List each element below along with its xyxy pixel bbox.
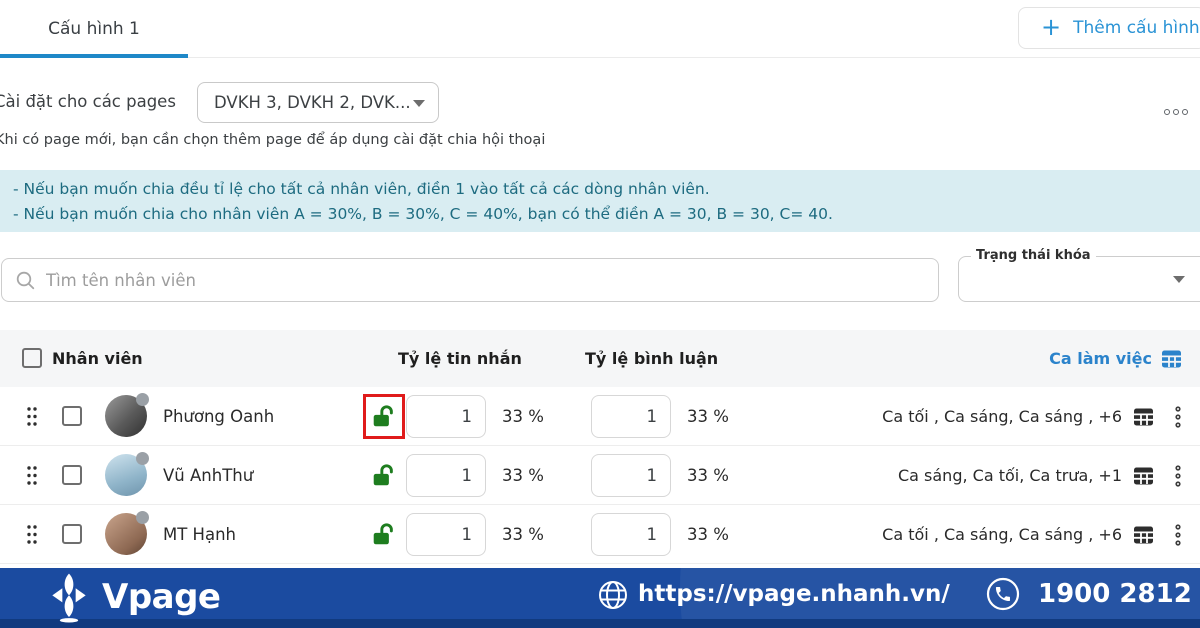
row-menu-icon[interactable] — [1174, 405, 1182, 429]
message-rate-percent: 33 % — [502, 466, 544, 485]
drag-handle-icon[interactable] — [25, 524, 39, 545]
header-message-rate: Tỷ lệ tin nhắn — [398, 349, 522, 368]
add-config-button[interactable]: + Thêm cấu hình — [1018, 7, 1200, 49]
shift-table-icon[interactable] — [1161, 349, 1182, 369]
shift-list: Ca sáng, Ca tối, Ca trưa, +1 — [897, 466, 1122, 485]
globe-icon — [599, 581, 627, 609]
row-menu-icon[interactable] — [1174, 464, 1182, 488]
footer-phone-number: 1900 2812 — [1038, 579, 1192, 609]
drag-handle-icon[interactable] — [25, 406, 39, 427]
table-header: Nhân viên Tỷ lệ tin nhắn Tỷ lệ bình luận… — [0, 330, 1200, 387]
table-row: Vũ AnhThư 33 % 33 % Ca sáng, Ca tối, Ca … — [0, 446, 1200, 505]
avatar — [105, 452, 149, 496]
comment-rate-input[interactable] — [591, 513, 671, 556]
staff-name: MT Hạnh — [163, 525, 236, 544]
unlock-icon[interactable] — [363, 512, 405, 557]
plus-icon: + — [1041, 13, 1062, 41]
footer-bottom-strip — [0, 619, 1200, 628]
pages-select[interactable]: DVKH 3, DVKH 2, DVK... — [197, 82, 439, 123]
tab-config-1[interactable]: Cấu hình 1 — [0, 0, 188, 58]
row-checkbox[interactable] — [62, 406, 82, 426]
row-checkbox[interactable] — [62, 524, 82, 544]
avatar — [105, 393, 149, 437]
tab-label: Cấu hình 1 — [48, 19, 140, 39]
search-box — [1, 258, 939, 302]
shift-table-icon[interactable] — [1133, 407, 1154, 427]
header-comment-rate: Tỷ lệ bình luận — [585, 349, 719, 368]
avatar — [105, 511, 149, 555]
message-rate-input[interactable] — [406, 454, 486, 497]
info-line-2: - Nếu bạn muốn chia cho nhân viên A = 30… — [13, 205, 833, 223]
pages-select-value: DVKH 3, DVKH 2, DVK... — [214, 93, 411, 112]
more-options-icon[interactable] — [1164, 109, 1188, 115]
active-tab-underline — [0, 54, 188, 58]
shift-table-icon[interactable] — [1133, 525, 1154, 545]
phone-icon — [986, 577, 1020, 611]
staff-name: Phương Oanh — [163, 407, 275, 426]
vpage-logo-icon — [52, 573, 86, 623]
shift-list: Ca tối , Ca sáng, Ca sáng , +6 — [882, 525, 1122, 544]
status-dot — [136, 511, 149, 524]
staff-name: Vũ AnhThư — [163, 466, 254, 485]
comment-rate-input[interactable] — [591, 395, 671, 438]
pages-setting-label: Cài đặt cho các pages — [0, 92, 176, 111]
search-input[interactable] — [46, 259, 926, 301]
row-checkbox[interactable] — [62, 465, 82, 485]
message-rate-percent: 33 % — [502, 407, 544, 426]
select-all-checkbox[interactable] — [22, 348, 42, 368]
shift-table-icon[interactable] — [1133, 466, 1154, 486]
unlock-icon[interactable] — [363, 394, 405, 439]
drag-handle-icon[interactable] — [25, 465, 39, 486]
table-row: Phương Oanh 33 % 33 % Ca tối , Ca sáng, … — [0, 387, 1200, 446]
table-row: MT Hạnh 33 % 33 % Ca tối , Ca sáng, Ca s… — [0, 505, 1200, 564]
add-config-label: Thêm cấu hình — [1073, 18, 1200, 38]
comment-rate-input[interactable] — [591, 454, 671, 497]
message-rate-input[interactable] — [406, 513, 486, 556]
header-shift: Ca làm việc — [1049, 349, 1152, 368]
lock-status-label: Trạng thái khóa — [971, 248, 1096, 263]
info-box: - Nếu bạn muốn chia đều tỉ lệ cho tất cả… — [0, 170, 1200, 232]
message-rate-input[interactable] — [406, 395, 486, 438]
comment-rate-percent: 33 % — [687, 525, 729, 544]
info-line-1: - Nếu bạn muốn chia đều tỉ lệ cho tất cả… — [13, 180, 710, 198]
unlock-icon[interactable] — [363, 453, 405, 498]
lock-status-select[interactable]: Trạng thái khóa — [958, 248, 1200, 302]
tab-bar: Cấu hình 1 + Thêm cấu hình — [0, 0, 1200, 58]
shift-list: Ca tối , Ca sáng, Ca sáng , +6 — [882, 407, 1122, 426]
chevron-down-icon — [1173, 276, 1185, 283]
header-staff: Nhân viên — [52, 349, 143, 368]
search-icon — [16, 271, 35, 290]
comment-rate-percent: 33 % — [687, 407, 729, 426]
vpage-logo: Vpage — [44, 570, 221, 624]
status-dot — [136, 393, 149, 406]
pages-helper-text: Khi có page mới, bạn cần chọn thêm page … — [0, 132, 546, 148]
comment-rate-percent: 33 % — [687, 466, 729, 485]
footer-url: https://vpage.nhanh.vn/ — [638, 581, 950, 607]
row-menu-icon[interactable] — [1174, 523, 1182, 547]
vpage-wordmark: Vpage — [102, 577, 221, 617]
status-dot — [136, 452, 149, 465]
message-rate-percent: 33 % — [502, 525, 544, 544]
chevron-down-icon — [413, 100, 425, 107]
